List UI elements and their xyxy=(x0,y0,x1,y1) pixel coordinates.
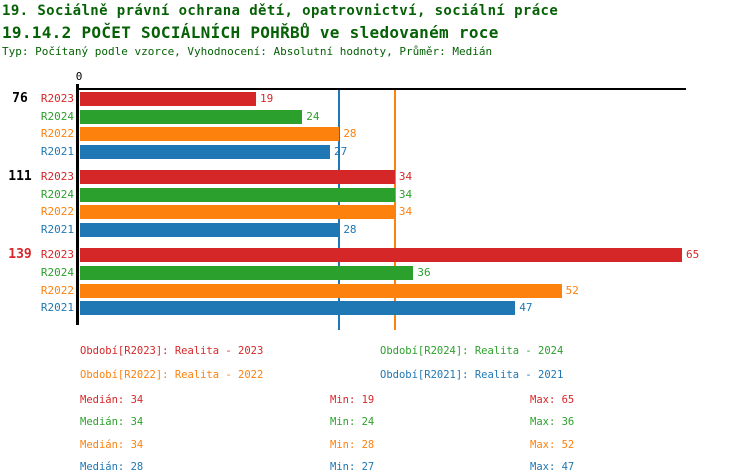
stats-panel: Medián: 34 Min: 19 Max: 65 Medián: 34 Min: 2… xyxy=(80,394,720,476)
value-label-R2022-76: 28 xyxy=(343,127,357,141)
series-label-R2021-76: R2021 xyxy=(40,144,74,158)
value-label-R2024-111: 34 xyxy=(398,187,413,201)
stat-min-R2021: Min: 27 xyxy=(330,461,375,474)
bar-R2021-76 xyxy=(80,144,331,159)
bar-R2021-139 xyxy=(80,301,516,316)
indicator-subtitle: Typ: Počítaný podle vzorce, Vyhodnocení:… xyxy=(2,45,493,58)
value-label-R2021-76: 27 xyxy=(334,144,348,158)
series-label-R2024-111: R2024 xyxy=(40,187,74,201)
stat-max-R2023: Max: 65 xyxy=(530,394,575,406)
stat-max-R2024: Max: 36 xyxy=(530,416,575,429)
y-axis-line xyxy=(76,84,79,325)
stat-median-R2024: Medián: 34 xyxy=(80,416,144,429)
series-label-R2022-139: R2022 xyxy=(40,283,74,297)
legend-item-1: Období[R2024]: Realita - 2024 xyxy=(380,345,564,357)
series-label-R2021-139: R2021 xyxy=(40,301,74,315)
series-label-R2023-111: R2023 xyxy=(40,170,74,184)
stat-min-R2023: Min: 19 xyxy=(330,394,375,406)
series-label-R2023-139: R2023 xyxy=(40,248,74,262)
value-label-R2024-76: 24 xyxy=(306,109,320,123)
series-label-R2024-76: R2024 xyxy=(40,109,74,123)
bar-R2022-76 xyxy=(80,127,340,142)
category-label-76: 76 xyxy=(12,91,28,106)
bar-R2022-111 xyxy=(80,205,395,220)
report-section-title: 19. Sociálně právní ochrana dětí, opatro… xyxy=(2,3,559,19)
value-label-R2023-76: 19 xyxy=(259,92,274,105)
axis-origin-label: 0 xyxy=(75,70,83,83)
series-label-R2024-139: R2024 xyxy=(40,266,74,279)
stat-max-R2022: Max: 52 xyxy=(530,438,575,451)
stat-median-R2023: Medián: 34 xyxy=(80,394,144,406)
stat-min-R2024: Min: 24 xyxy=(330,416,375,429)
series-label-R2023-76: R2023 xyxy=(40,92,74,105)
value-label-R2022-139: 52 xyxy=(565,283,579,297)
stat-median-R2021: Medián: 28 xyxy=(80,461,144,474)
legend-item-2: Období[R2022]: Realita - 2022 xyxy=(80,369,264,381)
value-label-R2021-139: 47 xyxy=(519,301,533,315)
bar-R2023-76 xyxy=(80,92,256,106)
value-label-R2022-111: 34 xyxy=(398,205,413,219)
value-label-R2023-139: 65 xyxy=(686,248,700,262)
category-label-139: 139 xyxy=(8,247,32,263)
value-label-R2023-111: 34 xyxy=(398,170,413,184)
series-label-R2022-76: R2022 xyxy=(40,127,74,141)
bar-R2023-111 xyxy=(80,170,395,185)
series-label-R2022-111: R2022 xyxy=(40,205,74,219)
value-label-R2024-139: 36 xyxy=(417,266,431,279)
bar-R2021-111 xyxy=(80,223,340,237)
value-label-R2021-111: 28 xyxy=(343,223,357,236)
series-label-R2021-111: R2021 xyxy=(40,223,74,236)
stat-min-R2022: Min: 28 xyxy=(330,438,375,451)
legend-item-0: Období[R2023]: Realita - 2023 xyxy=(80,345,264,357)
stat-max-R2021: Max: 47 xyxy=(530,461,575,474)
indicator-title: 19.14.2 POČET SOCIÁLNÍCH POHŘBŮ ve sledo… xyxy=(2,23,499,42)
stat-median-R2022: Medián: 34 xyxy=(80,438,144,451)
legend-item-3: Období[R2021]: Realita - 2021 xyxy=(380,369,564,381)
bar-R2024-111 xyxy=(80,187,395,202)
x-axis-line xyxy=(76,88,686,90)
category-label-111: 111 xyxy=(8,169,32,185)
bar-R2024-76 xyxy=(80,109,303,124)
legend: Období[R2023]: Realita - 2023 Období[R202… xyxy=(80,344,680,392)
bar-R2022-139 xyxy=(80,283,562,298)
bar-R2024-139 xyxy=(80,266,414,280)
reference-line-median-R2022 xyxy=(393,90,396,330)
bar-R2023-139 xyxy=(80,248,682,263)
